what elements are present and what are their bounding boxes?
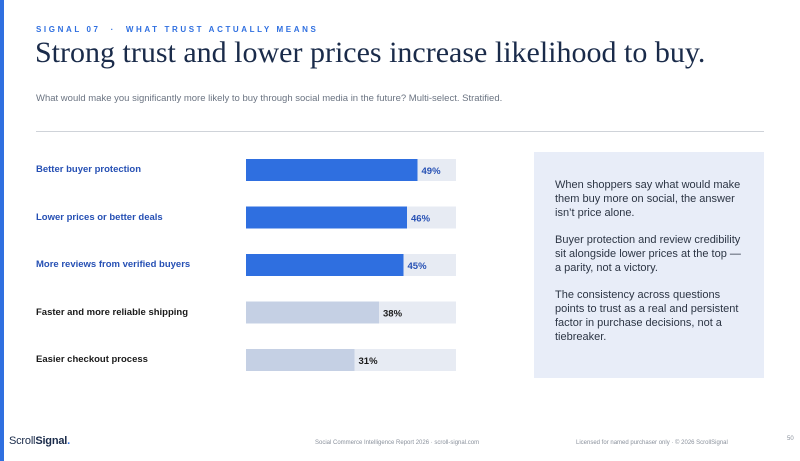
bar-value-label: 45% bbox=[408, 261, 428, 272]
category-label: Faster and more reliable shipping bbox=[36, 306, 189, 318]
insight-callout: When shoppers say what would make them b… bbox=[534, 152, 764, 378]
bar bbox=[246, 301, 379, 324]
category-label: Easier checkout process bbox=[36, 354, 148, 365]
bar-value-label: 46% bbox=[411, 214, 431, 225]
category-label: Better buyer protection bbox=[36, 164, 142, 175]
page-number: 50 bbox=[787, 436, 794, 442]
category-label: More reviews from verified buyers bbox=[36, 259, 191, 270]
bar-value-label: 49% bbox=[422, 166, 442, 177]
eyebrow: SIGNAL 07 · WHAT TRUST ACTUALLY MEANS bbox=[36, 25, 318, 34]
callout-paragraph-1: When shoppers say what would make them b… bbox=[555, 179, 741, 219]
divider bbox=[36, 131, 764, 132]
logo-dot: . bbox=[67, 435, 70, 447]
bar bbox=[246, 349, 355, 371]
left-accent-bar bbox=[0, 0, 4, 461]
bar-value-label: 31% bbox=[359, 356, 379, 367]
page-subtitle: What would make you significantly more l… bbox=[36, 93, 503, 104]
callout-paragraph-3: The consistency across questions points … bbox=[555, 289, 739, 343]
logo-text-bold: Signal bbox=[35, 435, 68, 447]
footer-license: Licensed for named purchaser only · © 20… bbox=[576, 440, 728, 446]
logo-text-regular: Scroll bbox=[9, 435, 36, 447]
page-title: Strong trust and lower prices increase l… bbox=[35, 36, 706, 69]
eyebrow-separator: · bbox=[110, 25, 116, 34]
bar bbox=[246, 206, 407, 229]
brand-logo: ScrollSignal. bbox=[9, 435, 70, 447]
bar-chart: Better buyer protection Lower prices or b… bbox=[0, 150, 520, 380]
bar-chart-svg: 49% 46% 45% 38% 31% bbox=[246, 159, 456, 371]
footer-report-info: Social Commerce Intelligence Report 2026… bbox=[315, 440, 480, 446]
bar bbox=[246, 159, 418, 181]
eyebrow-signal: SIGNAL 07 bbox=[36, 25, 101, 34]
bar-value-label: 38% bbox=[383, 309, 403, 320]
callout-paragraph-2: Buyer protection and review credibility … bbox=[555, 234, 741, 274]
eyebrow-topic: WHAT TRUST ACTUALLY MEANS bbox=[125, 25, 319, 34]
bar bbox=[246, 254, 404, 276]
category-label: Lower prices or better deals bbox=[36, 211, 163, 223]
